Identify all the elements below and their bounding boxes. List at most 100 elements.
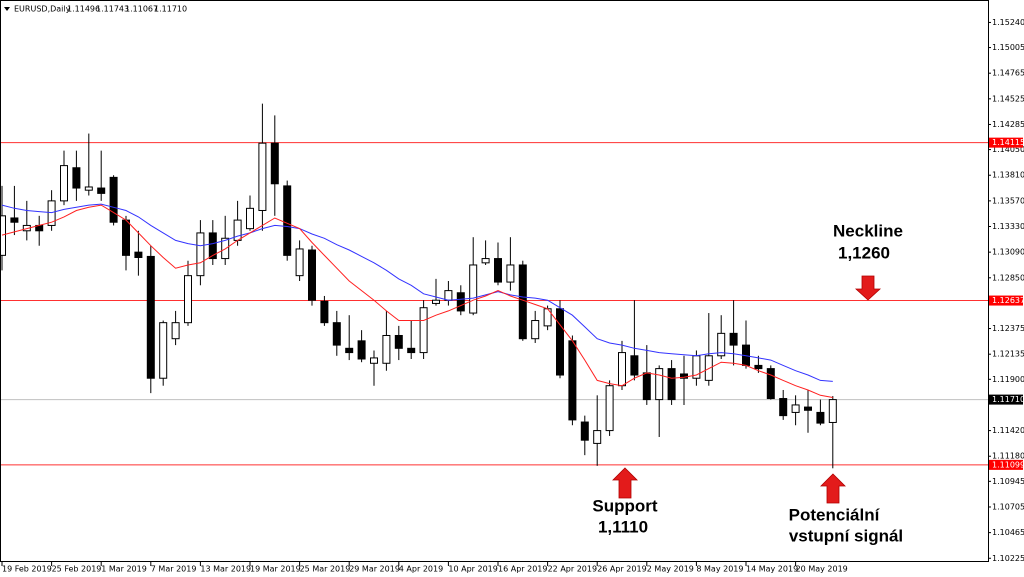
candle-body	[407, 347, 416, 354]
y-tick-label: 1.12135	[992, 350, 1024, 359]
y-tick-label: 1.13090	[992, 248, 1024, 257]
level-label: 1.12637	[992, 296, 1024, 305]
x-tick-label: 7 Mar 2019	[151, 565, 197, 574]
y-tick-label: 1.12850	[992, 273, 1024, 282]
y-tick-label: 1.14285	[992, 120, 1024, 129]
x-tick-label: 20 May 2019	[796, 565, 848, 574]
candle-body	[779, 398, 788, 417]
quote-low: 1.11067	[125, 5, 158, 14]
moving-average-line	[1, 203, 833, 382]
arrow-down	[854, 275, 882, 301]
candle-body	[159, 322, 168, 379]
candle-body	[828, 399, 837, 423]
candle-body	[642, 372, 651, 401]
moving-average-line	[1, 204, 833, 398]
candle-body	[97, 187, 106, 194]
x-tick-label: 4 Apr 2019	[399, 565, 443, 574]
x-tick-label: 19 Mar 2019	[250, 565, 301, 574]
candle-body	[184, 275, 192, 324]
candle-body	[618, 352, 626, 387]
y-tick-label: 1.10225	[992, 554, 1024, 563]
x-tick-label: 16 Apr 2019	[498, 565, 547, 574]
candle-body	[60, 165, 68, 202]
candle-body	[208, 232, 217, 260]
chart-title: EURUSD,Daily	[14, 5, 71, 14]
level-label-bg	[989, 394, 1023, 405]
candle-body	[258, 142, 267, 211]
candle-body	[47, 200, 56, 226]
candle-body	[146, 255, 155, 379]
candle-body	[717, 332, 726, 357]
candle-body	[432, 299, 440, 304]
candle-body	[419, 307, 428, 354]
candle-body	[655, 368, 664, 401]
candle-body	[109, 176, 118, 223]
candle-body	[332, 322, 341, 346]
x-tick-label: 25 Mar 2019	[300, 565, 351, 574]
y-tick-label: 1.14050	[992, 145, 1024, 154]
x-tick-label: 14 May 2019	[746, 565, 798, 574]
candle-body	[481, 258, 490, 264]
candle-body	[196, 232, 205, 277]
y-tick-label: 1.13810	[992, 171, 1024, 180]
x-tick-label: 10 Apr 2019	[448, 565, 497, 574]
candle-body	[605, 385, 614, 432]
y-tick-label: 1.10465	[992, 528, 1024, 537]
candle-body	[593, 430, 602, 444]
candle-body	[456, 292, 465, 312]
annotation-text: Neckline	[833, 221, 903, 240]
arrow-up	[820, 473, 846, 504]
candle-body	[345, 347, 354, 354]
quote-high: 1.11743	[96, 5, 129, 14]
candle-body	[84, 186, 93, 191]
candle-body	[357, 340, 366, 360]
candle-body	[283, 185, 292, 256]
y-tick-label: 1.10705	[992, 502, 1024, 511]
y-tick-label: 1.14525	[992, 94, 1024, 103]
candle-body	[171, 322, 180, 340]
level-label: 1.11099	[992, 460, 1024, 469]
arrow-up	[612, 467, 638, 499]
annotation-text: 1,1260	[838, 243, 890, 262]
x-tick-label: 26 Apr 2019	[597, 565, 646, 574]
quote-open: 1.11496	[67, 5, 100, 14]
level-label: 1.11710	[992, 395, 1024, 404]
annotation-text: 1,1110	[598, 517, 648, 536]
level-label-bg	[989, 459, 1023, 470]
x-tick-label: 2 May 2019	[647, 565, 694, 574]
y-tick-label: 1.12375	[992, 324, 1024, 333]
y-tick-label: 1.13570	[992, 196, 1024, 205]
annotation-text: Support	[592, 496, 657, 515]
candle-body	[469, 264, 478, 314]
annotation-text: vstupní signál	[789, 526, 903, 545]
level-label-bg	[989, 137, 1023, 148]
y-tick-label: 1.11420	[992, 426, 1024, 435]
candle-body	[804, 406, 812, 411]
candle-body	[729, 332, 738, 346]
x-tick-label: 22 Apr 2019	[548, 565, 597, 574]
candle-body	[630, 355, 639, 376]
candle-body	[444, 290, 453, 301]
y-tick-label: 1.11900	[992, 375, 1024, 384]
candle-body	[580, 421, 589, 441]
candle-body	[382, 334, 391, 364]
x-tick-label: 8 May 2019	[696, 565, 743, 574]
candle-body	[667, 368, 676, 401]
candle-body	[791, 404, 800, 413]
plot-border	[0, 0, 989, 562]
x-tick-label: 13 Mar 2019	[200, 565, 251, 574]
y-tick-label: 1.15005	[992, 43, 1024, 52]
x-tick-label: 29 Mar 2019	[349, 565, 400, 574]
candle-body	[270, 142, 279, 185]
menu-triangle[interactable]	[4, 7, 10, 11]
level-label: 1.14115	[992, 138, 1024, 147]
y-tick-label: 1.15240	[992, 18, 1024, 27]
y-tick-label: 1.10945	[992, 477, 1024, 486]
candle-body	[754, 364, 763, 370]
candle-body	[766, 368, 775, 400]
candle-body	[320, 300, 329, 324]
y-tick-label: 1.14765	[992, 69, 1024, 78]
